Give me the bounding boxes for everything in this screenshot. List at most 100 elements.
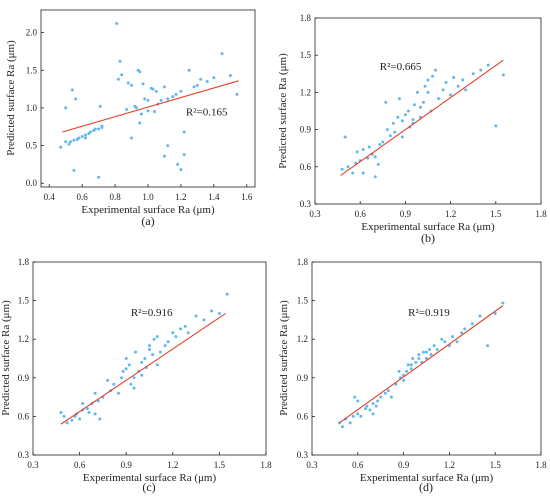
data-point: [361, 147, 365, 151]
data-point: [195, 83, 199, 87]
data-point: [87, 411, 91, 415]
data-point: [179, 168, 183, 172]
data-point: [97, 175, 101, 179]
data-point: [176, 162, 180, 166]
data-point: [80, 135, 84, 139]
x-tick-label: 0.3: [309, 209, 321, 219]
data-point: [346, 165, 350, 169]
data-point: [228, 74, 232, 78]
data-point: [341, 425, 345, 429]
data-point: [67, 142, 71, 146]
data-point: [121, 369, 125, 373]
data-point: [367, 145, 371, 149]
plot-frame: [32, 261, 267, 456]
data-point: [159, 98, 163, 102]
data-point: [374, 404, 378, 408]
data-point: [414, 360, 418, 364]
x-axis-label: Experimental surface Ra (μm): [360, 472, 494, 484]
data-point: [405, 369, 409, 373]
panel-label: (c): [142, 480, 155, 494]
data-point: [403, 113, 407, 117]
data-point: [379, 395, 383, 399]
data-point: [397, 97, 401, 101]
data-point: [388, 134, 392, 138]
data-point: [183, 324, 187, 328]
panel-label: (d): [419, 480, 433, 494]
data-point: [470, 322, 474, 326]
data-point: [383, 391, 387, 395]
data-point: [456, 84, 460, 88]
data-point: [486, 344, 490, 348]
data-point: [81, 402, 85, 406]
data-point: [112, 382, 116, 386]
data-point: [62, 414, 66, 418]
data-point: [431, 74, 435, 78]
data-point: [371, 412, 375, 416]
x-tick-label: 1.2: [444, 460, 455, 470]
y-tick-label: 1.0: [26, 103, 38, 113]
data-point: [340, 167, 344, 171]
y-tick-label: 1.8: [297, 257, 309, 267]
data-point: [146, 98, 150, 102]
x-tick-label: 0.3: [306, 460, 318, 470]
data-point: [129, 382, 133, 386]
data-point: [343, 135, 347, 139]
data-point: [59, 145, 63, 149]
data-point: [69, 140, 73, 144]
data-point: [166, 340, 170, 344]
data-point: [384, 100, 388, 104]
data-point: [217, 311, 221, 315]
data-point: [426, 78, 430, 82]
x-tick-label: 1.8: [535, 209, 547, 219]
data-point: [120, 376, 124, 380]
data-point: [220, 52, 224, 56]
data-point: [471, 72, 475, 76]
data-point: [153, 110, 157, 114]
x-axis-label: Experimental surface Ra (μm): [361, 221, 495, 233]
x-tick-label: 1.8: [260, 460, 272, 470]
data-point: [118, 59, 122, 63]
data-point: [479, 68, 483, 72]
data-point: [426, 90, 430, 94]
data-point: [359, 414, 363, 418]
y-tick-label: 1.5: [300, 50, 312, 60]
data-point: [400, 119, 404, 123]
data-point: [393, 130, 397, 134]
data-point: [452, 76, 456, 80]
data-point: [98, 104, 102, 108]
data-point: [361, 171, 365, 175]
fit-line: [62, 80, 239, 133]
x-tick-label: 1.2: [167, 460, 178, 470]
data-point: [449, 93, 453, 97]
x-tick-label: 1.8: [535, 460, 547, 470]
data-point: [179, 89, 183, 93]
panel-b: 0.3 0.6 0.9 1.2 1.5 1.8 0.3 0.6 0.9 1.2 1.5 1.8 R²=0…: [277, 13, 547, 245]
data-point: [501, 73, 505, 77]
data-point: [378, 142, 382, 146]
x-tick-label: 0.3: [27, 460, 39, 470]
data-point: [148, 344, 151, 348]
data-point: [389, 395, 393, 399]
data-point: [463, 327, 467, 331]
data-point: [406, 109, 410, 113]
data-point: [125, 107, 129, 111]
data-point: [93, 412, 97, 416]
data-point: [437, 97, 441, 101]
data-point: [421, 100, 425, 104]
x-tick-label: 1.5: [214, 460, 226, 470]
data-point: [116, 391, 120, 395]
data-point: [417, 357, 421, 360]
data-point: [199, 77, 203, 81]
data-point: [116, 77, 120, 81]
data-point: [139, 112, 143, 116]
data-point: [187, 68, 191, 72]
data-point: [143, 97, 147, 101]
x-tick-label: 0.9: [400, 209, 412, 219]
panel-c: 0.3 0.6 0.9 1.2 1.5 1.8 0.3 0.6 0.9 1.2 1.5 1.8 R²=0…: [0, 257, 272, 494]
y-tick-label: 2.0: [26, 28, 38, 38]
data-point: [134, 106, 138, 110]
data-point: [415, 90, 419, 94]
x-tick-label: 1.5: [490, 460, 502, 470]
data-point: [120, 73, 124, 77]
